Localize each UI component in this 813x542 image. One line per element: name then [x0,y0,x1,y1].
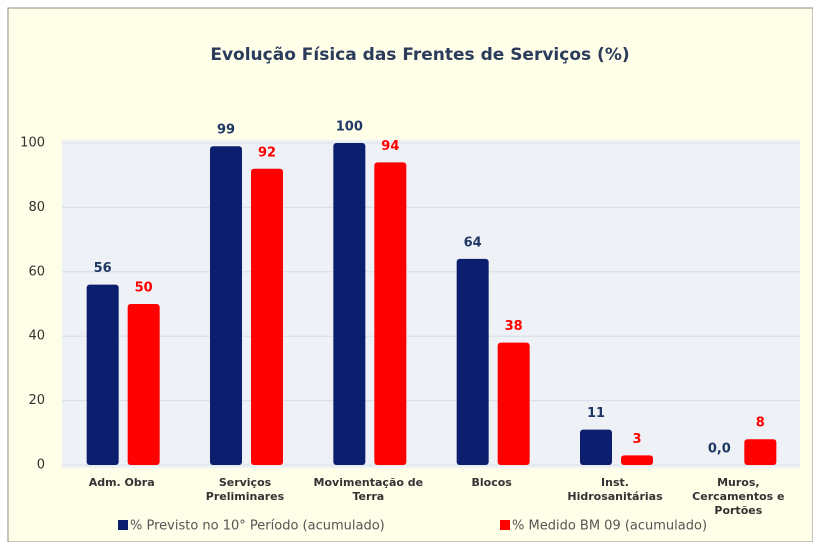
data-label: 3 [632,432,641,447]
legend-label: % Medido BM 09 (acumulado) [512,519,707,534]
bar [251,168,283,465]
y-tick-label: 40 [28,329,45,344]
x-tick-label: Movimentação de Terra [313,476,424,503]
x-tick-label: Serviços Preliminares [205,476,285,503]
bar [210,146,242,465]
legend-swatch [118,520,128,530]
data-label: 50 [135,281,153,296]
bar [86,284,119,465]
data-label: 94 [381,139,399,154]
legend-swatch [500,520,510,530]
bar [497,342,530,465]
y-tick-label: 100 [20,136,45,151]
plot-area [62,140,800,468]
bar [127,304,160,465]
data-label: 0,0 [708,442,731,457]
data-label: 56 [94,261,112,276]
bar [333,143,366,465]
data-label: 11 [587,406,605,421]
chart-title: Evolução Física das Frentes de Serviços … [210,45,629,65]
y-tick-label: 80 [28,200,45,215]
data-label: 8 [756,416,765,431]
bar [744,439,777,465]
y-tick-label: 0 [37,458,45,473]
x-tick-label: Inst. Hidrosanitárias [567,476,663,503]
bar [456,258,489,465]
data-label: 100 [336,120,363,135]
bar [621,455,653,465]
data-label: 92 [258,145,276,160]
y-tick-label: 20 [28,393,45,408]
y-tick-label: 60 [28,264,45,279]
data-label: 64 [464,235,482,250]
data-label: 38 [505,319,523,334]
x-tick-label: Adm. Obra [88,476,155,489]
legend-label: % Previsto no 10° Período (acumulado) [130,519,385,534]
bar [374,162,407,465]
data-label: 99 [217,123,235,138]
x-tick-label: Muros, Cercamentos e Portões [692,476,785,517]
x-tick-label: Blocos [471,476,512,489]
bar [580,429,612,465]
